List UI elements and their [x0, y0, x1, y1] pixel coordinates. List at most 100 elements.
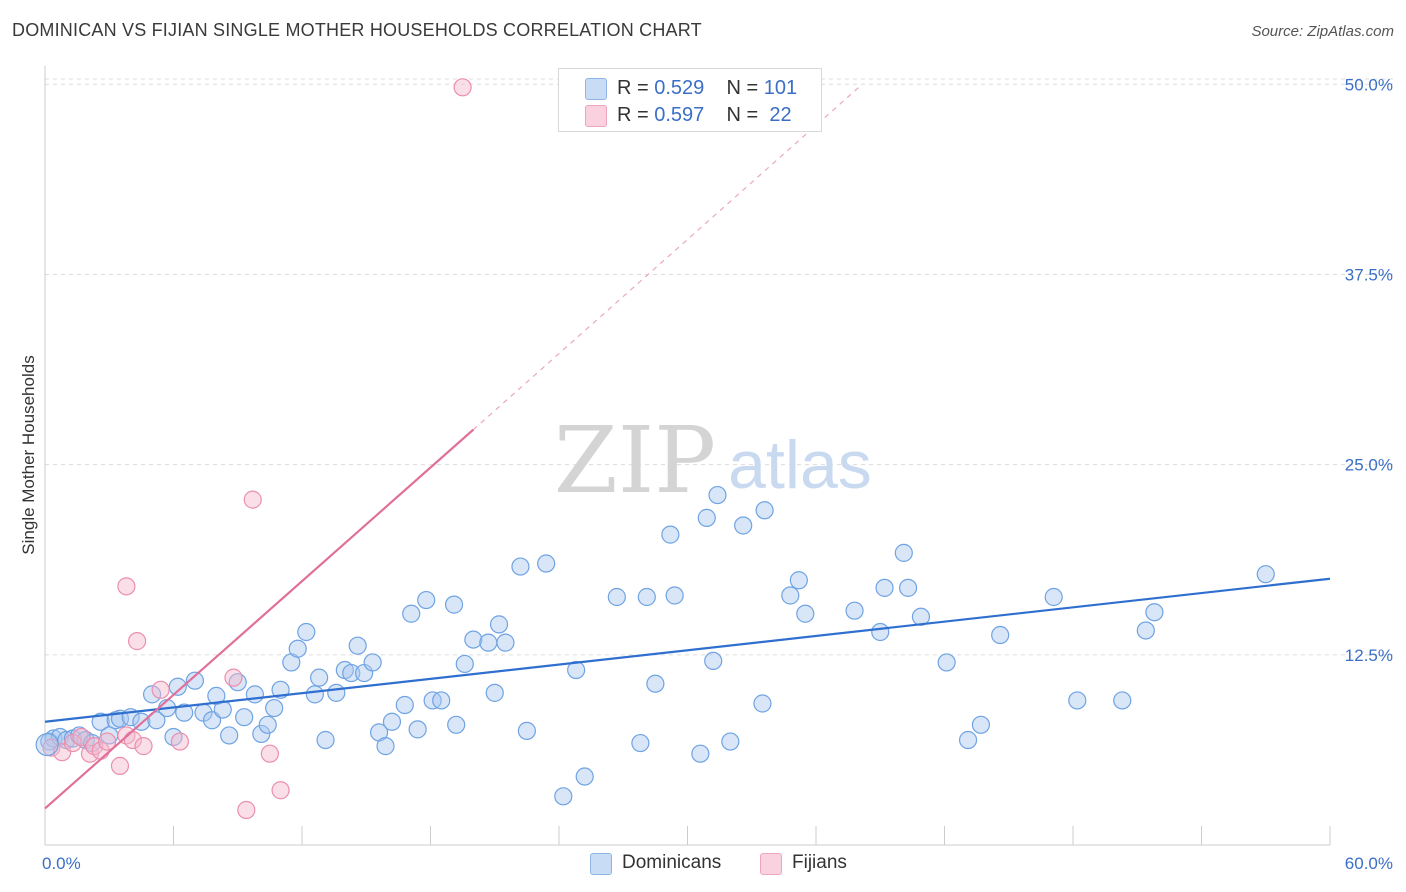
data-point [455, 654, 474, 674]
y-tick-label: 37.5% [1345, 265, 1393, 284]
data-point [168, 677, 187, 696]
legend-swatch-dominicans [590, 853, 612, 875]
data-point [665, 586, 684, 605]
axes [44, 66, 1331, 846]
data-point [237, 800, 256, 820]
data-point [575, 767, 594, 786]
data-point [971, 715, 991, 734]
legend-r-value: 0.597 [654, 103, 705, 126]
data-point [781, 586, 800, 605]
series-dominicans [40, 485, 1275, 806]
data-point [224, 668, 243, 687]
data-point [708, 485, 727, 505]
tick-labels: 12.5% 25.0% 37.5% 50.0% 0.0% 60.0% [42, 75, 1393, 873]
data-point [1256, 565, 1275, 584]
data-point [258, 715, 277, 734]
data-point [845, 601, 864, 620]
source-label: Source: ZipAtlas.com [1251, 23, 1394, 40]
data-point [327, 683, 346, 702]
legend-r-value: 0.529 [654, 76, 705, 99]
data-point [447, 715, 466, 734]
chart-title: DOMINICAN VS FIJIAN SINGLE MOTHER HOUSEH… [12, 20, 702, 40]
data-point [1136, 621, 1155, 640]
data-point [637, 587, 656, 607]
data-point [35, 732, 59, 757]
data-point [937, 653, 956, 672]
data-point [898, 578, 918, 597]
data-point [147, 711, 166, 730]
data-point [444, 595, 464, 614]
data-point [607, 587, 626, 607]
data-point [697, 508, 716, 527]
data-point [297, 622, 316, 642]
y-tick-label: 12.5% [1345, 646, 1393, 665]
data-point [382, 712, 402, 731]
legend-n-label: N = [726, 76, 764, 99]
data-point [265, 698, 284, 718]
data-point [363, 653, 382, 672]
data-point [796, 604, 815, 623]
data-point [252, 724, 271, 744]
data-point [260, 744, 279, 763]
data-point [1113, 691, 1132, 710]
data-point [175, 703, 194, 722]
legend-swatch-fijians [760, 853, 782, 875]
legend-n-label: N = [726, 103, 764, 126]
legend-n-value: 22 [763, 103, 792, 126]
data-point [305, 685, 324, 704]
data-point [432, 691, 451, 710]
data-point [496, 633, 515, 652]
grid-lines [45, 78, 1395, 656]
data-point [554, 787, 573, 806]
data-point [1044, 587, 1063, 607]
data-point [489, 615, 509, 634]
legend-swatch-fijians [585, 105, 607, 127]
data-point [348, 636, 367, 655]
legend-r-label: R = [617, 76, 655, 99]
data-point [894, 543, 913, 562]
data-point [142, 685, 162, 704]
data-point [453, 78, 472, 97]
data-point [91, 712, 110, 731]
data-point [185, 671, 205, 690]
data-point [402, 604, 421, 623]
data-point [243, 490, 262, 509]
data-point [479, 633, 498, 652]
data-point [789, 571, 808, 590]
data-point [235, 708, 254, 727]
data-point [646, 674, 665, 693]
data-point [734, 516, 753, 535]
series-fijians [42, 78, 472, 820]
data-point [271, 781, 290, 800]
data-point [991, 625, 1010, 645]
trend-line-dominicans [44, 577, 1331, 723]
data-point [755, 501, 774, 520]
data-point [134, 737, 153, 756]
data-point [288, 639, 307, 658]
data-point [704, 651, 723, 671]
data-point [691, 744, 710, 763]
y-tick-label: 50.0% [1345, 75, 1393, 94]
data-point [631, 733, 650, 753]
trend-lines [44, 86, 1331, 810]
data-point [567, 660, 586, 680]
data-point [316, 730, 335, 750]
data-point [110, 756, 130, 775]
data-point [661, 525, 680, 544]
data-point [875, 578, 894, 597]
data-point [517, 721, 536, 740]
watermark-atlas: atlas [728, 427, 872, 503]
data-point [245, 685, 264, 704]
watermark: ZIP atlas [554, 407, 872, 514]
watermark-zip: ZIP [554, 407, 716, 514]
data-point [958, 730, 978, 750]
data-point [376, 737, 395, 756]
data-point [98, 732, 117, 751]
data-point [753, 694, 772, 713]
data-point [220, 726, 239, 745]
data-point [721, 732, 740, 751]
data-point [871, 622, 890, 642]
data-point [72, 727, 91, 747]
legend-label-fijians: Fijians [792, 852, 847, 873]
